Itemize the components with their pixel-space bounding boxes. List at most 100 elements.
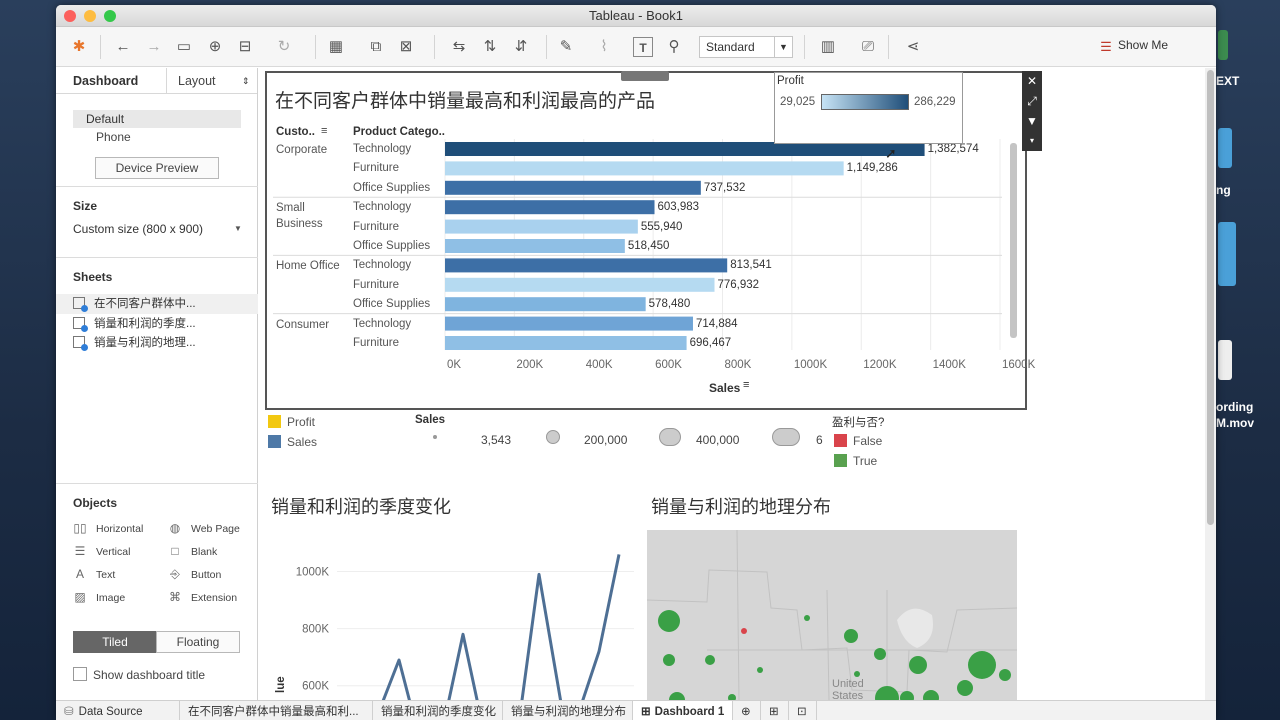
object-vertical[interactable]: ☰ Vertical (73, 544, 131, 558)
save-icon[interactable]: ▭ (176, 38, 192, 55)
forward-icon[interactable]: → (146, 38, 162, 55)
chart-scrollbar[interactable] (1010, 143, 1017, 338)
bar[interactable] (445, 180, 701, 195)
desktop-file-icon[interactable] (1218, 340, 1232, 380)
more-options-icon[interactable]: ▾ (1029, 136, 1034, 145)
tab-sheet[interactable]: 在不同客户群体中销量最高和利... (180, 701, 373, 720)
sheet-item[interactable]: 销量和利润的季度... (73, 315, 196, 333)
floating-button[interactable]: Floating (156, 631, 240, 653)
minimize-window-button[interactable] (84, 10, 96, 22)
desktop-file-icon[interactable] (1218, 30, 1228, 60)
sales-line[interactable] (369, 554, 621, 700)
sort-ascending-icon[interactable]: ⇅ (483, 38, 497, 55)
new-story-tab-icon[interactable]: ⊡ (789, 701, 817, 720)
map-view[interactable] (647, 530, 1017, 700)
legend-item[interactable]: Profit (268, 415, 315, 429)
bar[interactable] (445, 316, 693, 331)
attach-icon[interactable]: ⌇ (600, 38, 608, 55)
pause-updates-icon[interactable]: ⊟ (238, 38, 252, 55)
bar[interactable] (445, 336, 687, 350)
bar-value-label: 1,382,574 (927, 143, 979, 155)
share-icon[interactable]: ⋖ (906, 38, 920, 55)
sheet-item[interactable]: 销量与利润的地理... (73, 334, 196, 352)
pin-icon[interactable]: ⚲ (668, 38, 680, 55)
bar[interactable] (445, 258, 728, 273)
object-blank[interactable]: □ Blank (168, 544, 217, 558)
sheet-item[interactable]: 在不同客户群体中... (73, 295, 196, 313)
scrollbar-thumb[interactable] (1207, 70, 1214, 525)
tab-sheet[interactable]: 销量与利润的地理分布 (503, 701, 633, 720)
refresh-icon[interactable]: ↻ (277, 38, 291, 55)
duplicate-icon[interactable]: ⧉ (370, 38, 382, 55)
drag-handle[interactable] (621, 71, 669, 81)
bar-chart-sheet[interactable]: 在不同客户群体中销量最高和利润最高的产品 Custo.. ≡ Product C… (265, 71, 1035, 410)
zoom-window-button[interactable] (104, 10, 116, 22)
show-me-button[interactable]: Show Me (1118, 38, 1169, 52)
category-label: Furniture (353, 278, 400, 291)
tiled-button[interactable]: Tiled (73, 631, 157, 653)
tableau-logo-icon[interactable]: ✱ (72, 38, 86, 55)
back-icon[interactable]: ← (115, 38, 131, 55)
column-header-customer[interactable]: Custo.. (276, 126, 315, 138)
new-worksheet-tab-icon[interactable]: ⊕ (733, 701, 761, 720)
sort-icon[interactable]: ≡ (321, 125, 328, 137)
presentation-icon[interactable]: ⎚ (861, 38, 874, 55)
close-icon[interactable]: ✕ (1026, 74, 1038, 88)
highlight-icon[interactable]: ✎ (559, 38, 573, 55)
object-web-page[interactable]: ◍ Web Page (168, 521, 240, 535)
bar[interactable] (445, 277, 715, 292)
swap-icon[interactable]: ⇆ (452, 38, 466, 55)
tab-sheet[interactable]: 销量和利润的季度变化 (373, 701, 503, 720)
bar-value-label: 518,450 (627, 240, 670, 252)
tab-layout[interactable]: Layout (178, 74, 216, 88)
object-button[interactable]: ⎆ Button (168, 567, 221, 582)
toolbar: ✱ ← → ▭ ⊕ ⊟ ↻ ▦ ⧉ ⊠ ⇆ ⇅ ⇵ ✎ ⌇ T ⚲ Standa… (56, 27, 1216, 67)
tab-layout-stepper-icon[interactable]: ⇕ (242, 76, 250, 86)
show-labels-icon[interactable]: T (633, 37, 653, 57)
bar[interactable] (445, 161, 844, 176)
column-header-category[interactable]: Product Catego.. (353, 126, 446, 138)
button-icon: ⎆ (170, 567, 180, 581)
show-title-checkbox[interactable] (73, 667, 87, 681)
object-extension[interactable]: ⌘ Extension (168, 590, 237, 604)
chevron-down-icon[interactable]: ▼ (234, 224, 242, 233)
globe-icon: ◍ (169, 521, 181, 535)
bar[interactable] (445, 219, 638, 234)
profit-color-legend[interactable]: Profit 29,025 286,229 (774, 72, 963, 144)
legend-item[interactable]: Sales (268, 435, 317, 449)
sort-descending-icon[interactable]: ⇵ (514, 38, 528, 55)
bar-chart-svg (273, 139, 1002, 350)
fit-select[interactable]: Standard ▼ (699, 36, 793, 58)
new-dashboard-tab-icon[interactable]: ⊞ (761, 701, 789, 720)
tab-data-source[interactable]: ⛁ Data Source (56, 701, 180, 720)
device-phone[interactable]: Phone (96, 130, 131, 144)
bar[interactable] (445, 239, 625, 253)
object-text[interactable]: A Text (73, 567, 115, 581)
object-horizontal[interactable]: ▯▯ Horizontal (73, 521, 143, 535)
object-image[interactable]: ▨ Image (73, 590, 125, 604)
canvas-scrollbar[interactable] (1205, 68, 1216, 700)
size-select[interactable]: Custom size (800 x 900) (73, 222, 204, 236)
tab-dashboard[interactable]: Dashboard (73, 74, 139, 88)
desktop-file-icon[interactable] (1218, 222, 1236, 286)
sort-icon[interactable]: ≡ (743, 379, 750, 391)
open-sheet-icon[interactable]: ⤢ (1027, 94, 1037, 108)
desktop-file-icon[interactable] (1218, 128, 1232, 168)
bar[interactable] (445, 297, 646, 312)
legend-item[interactable]: True (834, 454, 877, 468)
line-chart-svg[interactable]: 1000K 800K 600K lue (259, 533, 639, 700)
clear-sheet-icon[interactable]: ⊠ (399, 38, 413, 55)
close-window-button[interactable] (64, 10, 76, 22)
device-default[interactable]: Default (73, 110, 241, 128)
bar-value-label: 578,480 (648, 298, 691, 311)
x-tick-label: 800K (724, 359, 752, 371)
legend-item[interactable]: False (834, 434, 882, 448)
new-datasource-icon[interactable]: ⊕ (208, 38, 222, 55)
new-worksheet-icon[interactable]: ▦ (328, 38, 344, 55)
bar[interactable] (445, 142, 925, 156)
tab-dashboard-1[interactable]: ⊞ Dashboard 1 (633, 701, 733, 720)
view-cards-icon[interactable]: ▥ (820, 38, 836, 55)
device-preview-button[interactable]: Device Preview (95, 157, 219, 179)
filter-icon[interactable]: ▼ (1026, 114, 1038, 128)
bar[interactable] (445, 200, 655, 215)
